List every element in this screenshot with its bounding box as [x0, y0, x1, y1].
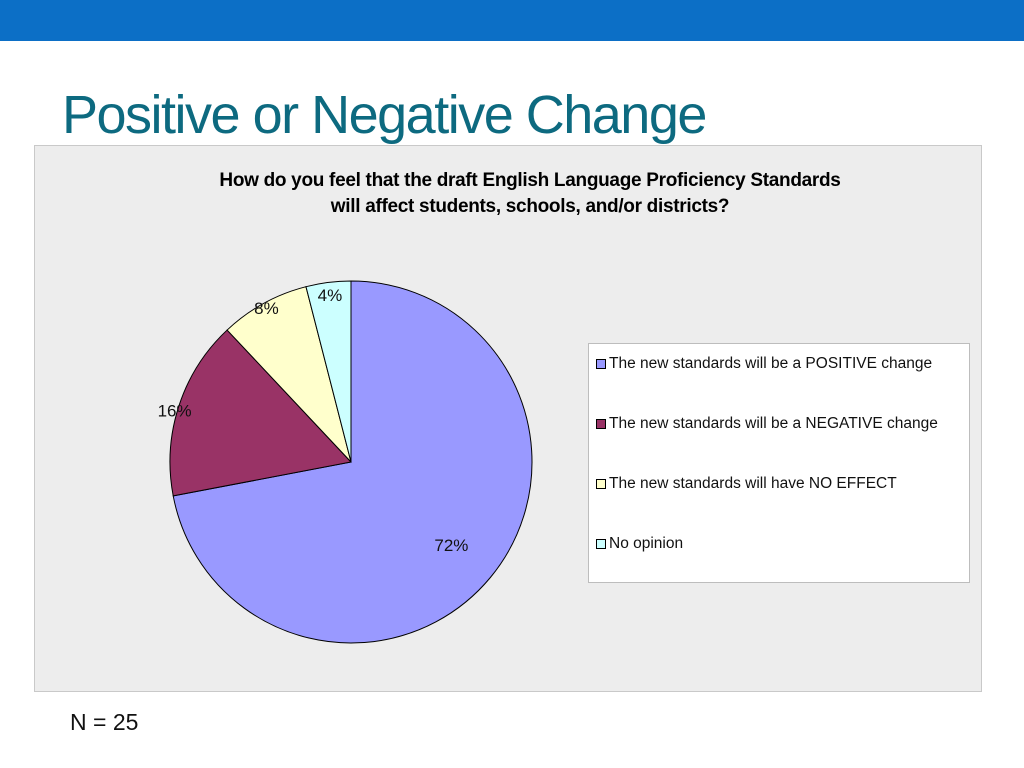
pie-label-positive: 72%	[434, 536, 468, 555]
chart-legend: The new standards will be a POSITIVE cha…	[588, 343, 970, 583]
pie-slice-no-effect	[226, 286, 352, 463]
legend-swatch-no-opinion	[596, 539, 606, 549]
pie-label-no-opinion: 4%	[318, 286, 343, 305]
pie-slice-positive	[172, 280, 533, 644]
top-bar	[0, 0, 1024, 41]
legend-label-negative: The new standards will be a NEGATIVE cha…	[609, 415, 938, 432]
chart-area: How do you feel that the draft English L…	[34, 145, 982, 692]
legend-item-no-opinion: No opinion	[596, 534, 968, 554]
legend-item-positive: The new standards will be a POSITIVE cha…	[596, 354, 968, 374]
chart-title-line-2: will affect students, schools, and/or di…	[330, 196, 730, 217]
legend-label-no-opinion: No opinion	[609, 535, 684, 552]
chart-title: How do you feel that the draft English L…	[35, 168, 1024, 220]
pie-slice-negative	[169, 329, 352, 497]
pie-chart: 72% 16% 8% 4%	[158, 280, 533, 644]
legend-item-no-effect: The new standards will have NO EFFECT	[596, 474, 968, 494]
pie-slice-no-opinion	[305, 280, 352, 463]
legend-swatch-positive	[596, 359, 606, 369]
chart-title-line-1: How do you feel that the draft English L…	[219, 170, 841, 191]
pie-label-negative: 16%	[158, 402, 192, 421]
slide-title: Positive or Negative Change	[62, 85, 707, 145]
legend-label-positive: The new standards will be a POSITIVE cha…	[609, 355, 933, 372]
sample-size-note: N = 25	[70, 709, 139, 735]
legend-item-negative: The new standards will be a NEGATIVE cha…	[596, 414, 968, 434]
legend-swatch-no-effect	[596, 479, 606, 489]
legend-label-no-effect: The new standards will have NO EFFECT	[609, 475, 897, 492]
pie-label-no-effect: 8%	[254, 299, 279, 318]
legend-swatch-negative	[596, 419, 606, 429]
